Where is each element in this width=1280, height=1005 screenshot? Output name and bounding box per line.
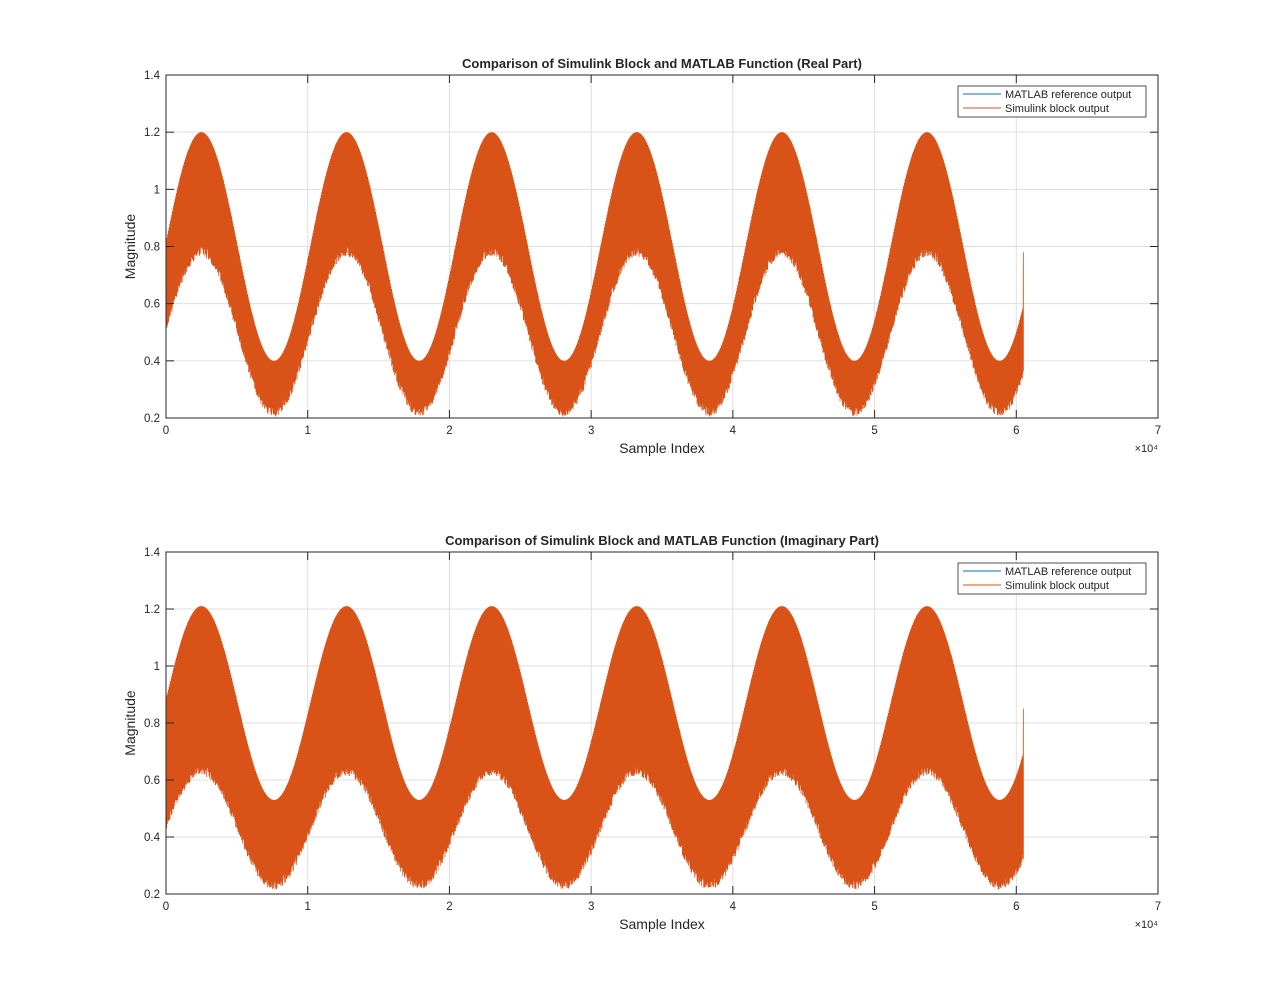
y-tick-label: 1 [154,661,160,673]
y-tick-label: 0.8 [144,718,160,730]
y-tick-label: 0.6 [144,299,160,311]
legend-entry: Simulink block output [1005,103,1109,115]
x-exponent-label: ×10⁴ [1135,443,1159,455]
chart-title: Comparison of Simulink Block and MATLAB … [445,533,879,548]
legend-entry: Simulink block output [1005,580,1109,592]
x-tick-label: 6 [1013,901,1019,913]
legend: MATLAB reference output Simulink block ou… [957,562,1147,595]
x-tick-label: 5 [871,425,877,437]
x-tick-label: 3 [588,425,594,437]
x-tick-label: 7 [1155,901,1161,913]
data-series-group [166,606,1024,890]
series-simulink-block-output [166,606,1024,890]
x-axis-label: Sample Index [619,916,705,932]
y-tick-label: 1.2 [144,127,160,139]
y-tick-label: 1.4 [144,547,161,559]
x-tick-label: 0 [163,425,169,437]
y-tick-label: 0.4 [144,356,161,368]
legend-box [957,562,1147,595]
x-axis-label: Sample Index [619,440,705,456]
series-simulink-block-output [166,132,1024,417]
x-tick-label: 6 [1013,425,1019,437]
legend: MATLAB reference output Simulink block ou… [957,85,1147,118]
chart-panel-1: 0 1 2 3 4 5 6 7 0.2 0.4 0.6 0.8 1 1.2 1.4 ×10⁴ Compariso… [122,56,1161,456]
x-tick-label: 3 [588,901,594,913]
y-tick-label: 1 [154,184,160,196]
legend-entry: MATLAB reference output [1005,566,1131,578]
x-exponent-label: ×10⁴ [1135,919,1159,931]
y-tick-label: 0.4 [144,832,161,844]
y-axis-label: Magnitude [122,214,138,280]
x-tick-label: 4 [730,425,737,437]
y-tick-label: 0.6 [144,775,160,787]
x-tick-label: 2 [446,901,452,913]
y-tick-label: 1.2 [144,604,160,616]
x-tick-label: 1 [305,425,311,437]
chart-panel-2: 0 1 2 3 4 5 6 7 0.2 0.4 0.6 0.8 1 1.2 1.4 ×10⁴ Compariso… [122,533,1161,932]
legend-box [957,85,1147,118]
x-tick-label: 5 [871,901,877,913]
x-tick-label: 2 [446,425,452,437]
legend-entry: MATLAB reference output [1005,89,1131,101]
y-tick-label: 0.2 [144,413,160,425]
x-tick-label: 7 [1155,425,1161,437]
x-tick-label: 4 [730,901,737,913]
y-tick-label: 0.8 [144,242,160,254]
y-tick-label: 0.2 [144,889,160,901]
chart-title: Comparison of Simulink Block and MATLAB … [462,56,862,71]
y-axis-label: Magnitude [122,690,138,756]
data-series-group [166,132,1024,417]
x-tick-label: 0 [163,901,169,913]
y-tick-label: 1.4 [144,70,161,82]
x-tick-label: 1 [305,901,311,913]
